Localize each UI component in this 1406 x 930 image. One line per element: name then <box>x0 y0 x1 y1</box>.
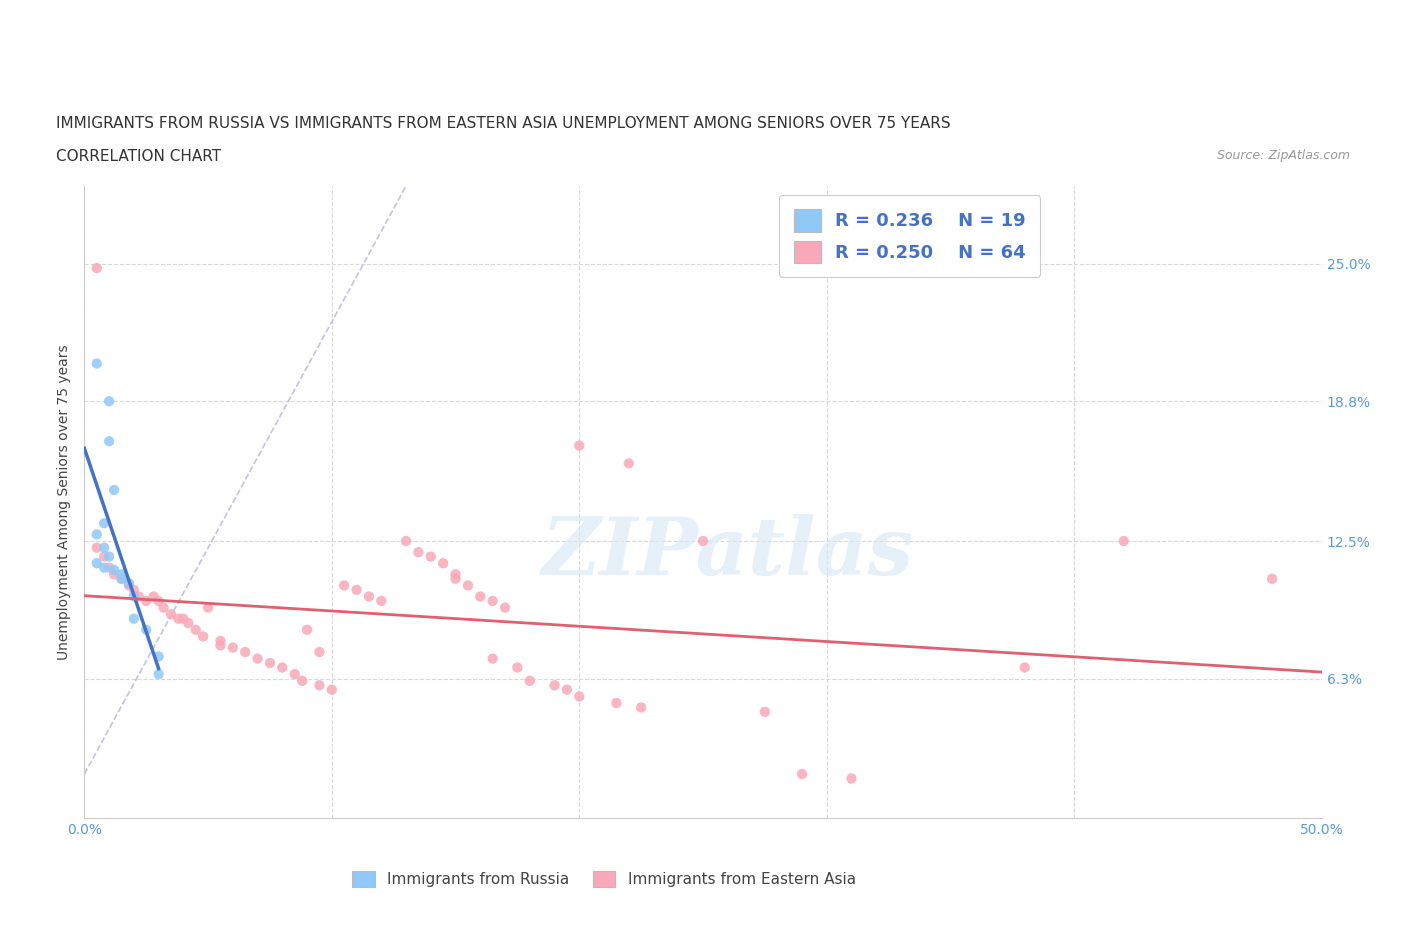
Point <box>246 651 269 666</box>
Point <box>98 433 121 448</box>
Point <box>86 556 108 571</box>
Point <box>284 667 307 682</box>
Point <box>110 571 132 586</box>
Point <box>98 549 121 564</box>
Point <box>209 633 232 648</box>
Point <box>103 563 125 578</box>
Point <box>103 483 125 498</box>
Point <box>110 567 132 582</box>
Point <box>295 622 318 637</box>
Text: Source: ZipAtlas.com: Source: ZipAtlas.com <box>1216 149 1350 162</box>
Point <box>506 660 529 675</box>
Point <box>86 527 108 542</box>
Point <box>233 644 256 659</box>
Point <box>118 578 141 592</box>
Point <box>142 589 165 604</box>
Point <box>93 516 115 531</box>
Y-axis label: Unemployment Among Seniors over 75 years: Unemployment Among Seniors over 75 years <box>58 344 72 660</box>
Point <box>197 600 219 615</box>
Point <box>93 560 115 575</box>
Point <box>692 534 714 549</box>
Point <box>1261 571 1284 586</box>
Point <box>291 673 314 688</box>
Point <box>86 260 108 275</box>
Point <box>841 771 863 786</box>
Point <box>432 556 454 571</box>
Point <box>494 600 516 615</box>
Point <box>457 578 479 592</box>
Point <box>98 393 121 408</box>
Point <box>321 683 343 698</box>
Point <box>543 678 565 693</box>
Point <box>346 582 368 597</box>
Point <box>790 766 813 781</box>
Point <box>110 571 132 586</box>
Point <box>148 667 170 682</box>
Point <box>470 589 492 604</box>
Point <box>605 696 627 711</box>
Text: IMMIGRANTS FROM RUSSIA VS IMMIGRANTS FROM EASTERN ASIA UNEMPLOYMENT AMONG SENIOR: IMMIGRANTS FROM RUSSIA VS IMMIGRANTS FRO… <box>56 116 950 131</box>
Point <box>395 534 418 549</box>
Point <box>271 660 294 675</box>
Point <box>481 593 503 608</box>
Point <box>419 549 441 564</box>
Point <box>209 638 232 653</box>
Point <box>122 589 145 604</box>
Point <box>754 704 776 719</box>
Point <box>135 622 157 637</box>
Point <box>103 567 125 582</box>
Point <box>222 640 245 655</box>
Point <box>160 606 183 621</box>
Point <box>568 689 591 704</box>
Point <box>191 629 214 644</box>
Text: ZIPatlas: ZIPatlas <box>541 514 914 591</box>
Point <box>444 567 467 582</box>
Point <box>172 611 194 626</box>
Point <box>93 549 115 564</box>
Point <box>86 356 108 371</box>
Point <box>308 644 330 659</box>
Point <box>122 611 145 626</box>
Point <box>167 611 190 626</box>
Point <box>519 673 541 688</box>
Point <box>259 656 281 671</box>
Point <box>370 593 392 608</box>
Point <box>555 683 578 698</box>
Point <box>118 576 141 591</box>
Point <box>128 589 150 604</box>
Point <box>152 600 174 615</box>
Point <box>1112 534 1135 549</box>
Point <box>408 545 430 560</box>
Point <box>1014 660 1036 675</box>
Point <box>148 593 170 608</box>
Point <box>184 622 207 637</box>
Point <box>93 540 115 555</box>
Legend: Immigrants from Russia, Immigrants from Eastern Asia: Immigrants from Russia, Immigrants from … <box>346 865 862 893</box>
Point <box>617 456 640 471</box>
Point <box>148 649 170 664</box>
Point <box>481 651 503 666</box>
Point <box>122 582 145 597</box>
Point <box>177 616 200 631</box>
Point <box>568 438 591 453</box>
Point <box>630 700 652 715</box>
Point <box>308 678 330 693</box>
Point <box>135 593 157 608</box>
Text: CORRELATION CHART: CORRELATION CHART <box>56 149 221 164</box>
Point <box>444 571 467 586</box>
Point <box>333 578 356 592</box>
Point <box>357 589 380 604</box>
Point <box>98 560 121 575</box>
Point <box>86 540 108 555</box>
